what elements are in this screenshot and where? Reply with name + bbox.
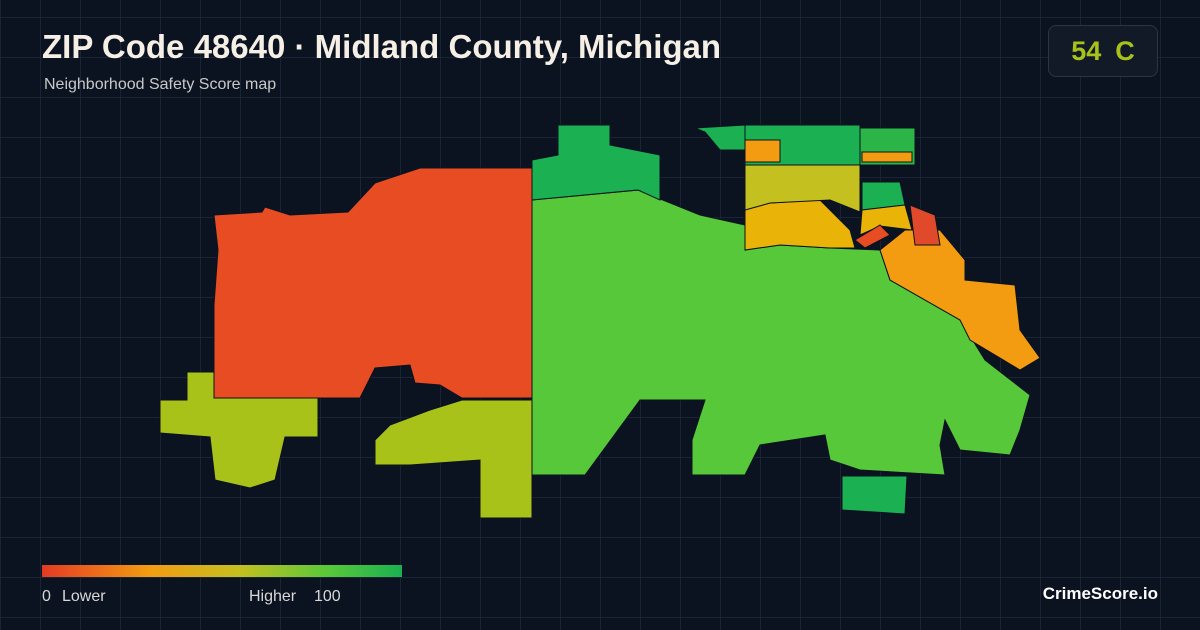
score-badge: 54 C — [1048, 25, 1158, 77]
legend-max: 100 — [314, 588, 341, 605]
region — [861, 151, 913, 163]
region — [374, 399, 533, 519]
region — [859, 204, 913, 236]
region — [879, 229, 1041, 371]
score-value: 54 — [1071, 35, 1102, 66]
legend-gradient — [42, 565, 402, 577]
brand: CrimeScore.io — [1042, 584, 1158, 603]
legend-max-label: Higher — [249, 588, 297, 605]
region — [841, 475, 908, 515]
title: ZIP Code 48640 · Midland County, Michiga… — [42, 28, 722, 65]
region — [744, 199, 856, 251]
legend-min-label: Lower — [62, 588, 106, 605]
legend-min: 0 — [42, 588, 51, 605]
region — [531, 124, 661, 201]
region — [694, 124, 746, 151]
region — [854, 224, 891, 249]
region — [213, 167, 533, 399]
score-grade: C — [1115, 35, 1135, 66]
region — [909, 204, 941, 246]
region — [159, 371, 319, 489]
region — [744, 139, 781, 163]
subtitle: Neighborhood Safety Score map — [44, 76, 277, 93]
